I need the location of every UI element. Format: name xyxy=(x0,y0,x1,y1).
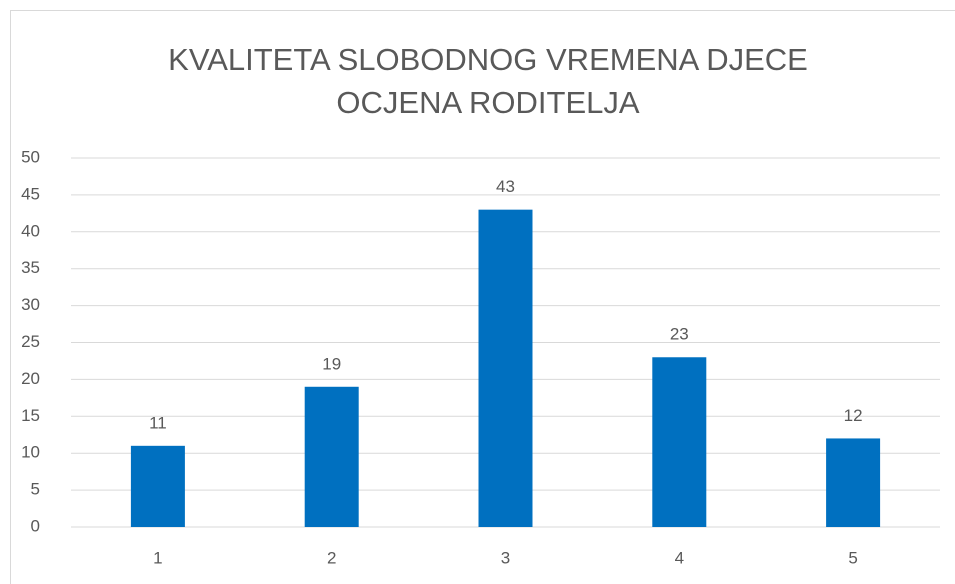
data-label: 11 xyxy=(149,413,167,432)
bar xyxy=(304,386,359,527)
y-tick-label: 10 xyxy=(21,443,40,462)
x-tick-label: 4 xyxy=(675,548,684,567)
bar xyxy=(478,209,533,527)
y-tick-label: 35 xyxy=(21,258,40,277)
x-tick-label: 3 xyxy=(501,548,510,567)
data-label: 43 xyxy=(496,177,515,196)
bar xyxy=(130,445,185,527)
y-tick-label: 40 xyxy=(21,221,40,240)
x-tick-label: 1 xyxy=(153,548,162,567)
y-tick-label: 45 xyxy=(21,184,40,203)
y-tick-label: 5 xyxy=(31,480,40,499)
x-tick-label: 5 xyxy=(848,548,857,567)
data-label: 23 xyxy=(670,325,689,344)
y-tick-label: 15 xyxy=(21,406,40,425)
chart-title: KVALITETA SLOBODNOG VREMENA DJECE xyxy=(168,42,808,77)
bar xyxy=(826,438,881,527)
y-tick-label: 30 xyxy=(21,295,40,314)
x-tick-label: 2 xyxy=(327,548,336,567)
y-tick-label: 0 xyxy=(31,516,40,535)
data-label: 12 xyxy=(844,406,863,425)
data-label: 19 xyxy=(322,354,341,373)
y-tick-label: 20 xyxy=(21,369,40,388)
y-tick-label: 25 xyxy=(21,332,40,351)
bar xyxy=(652,357,707,527)
y-tick-label: 50 xyxy=(21,147,40,166)
chart-title: OCJENA RODITELJA xyxy=(336,85,639,120)
